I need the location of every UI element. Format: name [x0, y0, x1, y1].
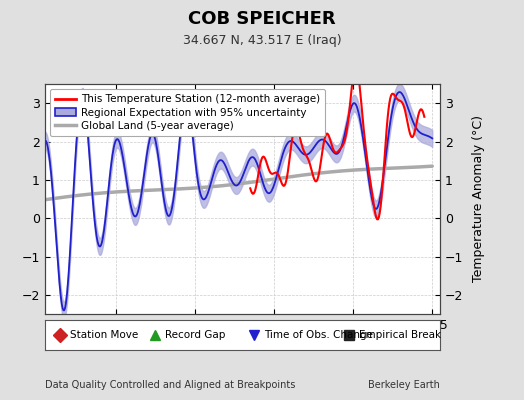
Text: Data Quality Controlled and Aligned at Breakpoints: Data Quality Controlled and Aligned at B…: [45, 380, 295, 390]
Legend: This Temperature Station (12-month average), Regional Expectation with 95% uncer: This Temperature Station (12-month avera…: [50, 89, 325, 136]
Text: Record Gap: Record Gap: [165, 330, 225, 340]
Y-axis label: Temperature Anomaly (°C): Temperature Anomaly (°C): [472, 116, 485, 282]
Text: Time of Obs. Change: Time of Obs. Change: [264, 330, 373, 340]
Text: 34.667 N, 43.517 E (Iraq): 34.667 N, 43.517 E (Iraq): [183, 34, 341, 47]
Text: Berkeley Earth: Berkeley Earth: [368, 380, 440, 390]
Text: Empirical Break: Empirical Break: [359, 330, 441, 340]
Text: Station Move: Station Move: [70, 330, 138, 340]
Text: COB SPEICHER: COB SPEICHER: [188, 10, 336, 28]
